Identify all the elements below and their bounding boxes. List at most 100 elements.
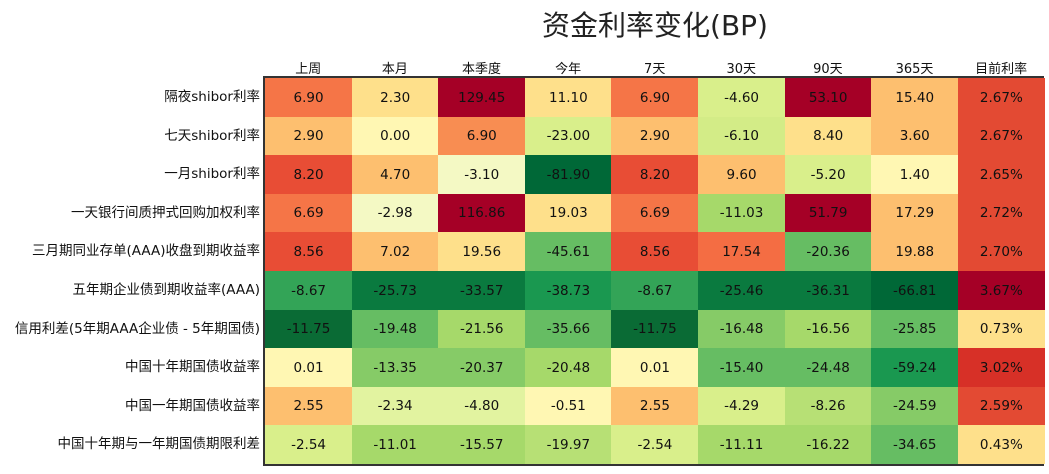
heatmap-cell: -35.66 (524, 309, 612, 349)
heatmap-cell: -19.97 (524, 425, 612, 465)
heatmap-cell: -16.48 (698, 309, 786, 349)
heatmap-cell: 8.40 (784, 116, 872, 156)
heatmap-cell: -2.34 (351, 386, 439, 426)
heatmap-cell: -8.26 (784, 386, 872, 426)
heatmap-cell: 8.20 (611, 155, 699, 195)
heatmap-cell: -81.90 (524, 155, 612, 195)
heatmap-cell: -11.01 (351, 425, 439, 465)
heatmap-cell: 17.54 (698, 232, 786, 272)
row-label: 信用利差(5年期AAA企业债 - 5年期国债) (14, 320, 260, 337)
heatmap-cell: -11.75 (611, 309, 699, 349)
heatmap-cell: 8.20 (265, 155, 353, 195)
heatmap-cell: -16.22 (784, 425, 872, 465)
heatmap-cell: 3.60 (871, 116, 959, 156)
row-label: 隔夜shibor利率 (164, 89, 260, 105)
heatmap-cell: -25.73 (351, 271, 439, 311)
heatmap-cell: -4.60 (698, 78, 786, 118)
heatmap-cell: 4.70 (351, 155, 439, 195)
heatmap-cell: -59.24 (871, 348, 959, 388)
column-header: 本季度 (461, 62, 501, 77)
heatmap-cell: 9.60 (698, 155, 786, 195)
heatmap-cell: -11.75 (265, 309, 353, 349)
heatmap-cell: -20.37 (438, 348, 526, 388)
heatmap-cell: 19.88 (871, 232, 959, 272)
chart-title: 资金利率变化(BP) (542, 9, 768, 42)
heatmap-cell: -2.98 (351, 193, 439, 233)
heatmap-cell: 2.59% (957, 386, 1045, 426)
heatmap-cell: -38.73 (524, 271, 612, 311)
heatmap-cell: -15.57 (438, 425, 526, 465)
heatmap-cell: 3.67% (957, 271, 1045, 311)
heatmap-cell: 8.56 (265, 232, 353, 272)
heatmap-cell: 0.43% (957, 425, 1045, 465)
row-label: 中国十年期国债收益率 (125, 359, 260, 376)
heatmap-cell: -21.56 (438, 309, 526, 349)
heatmap-cell: 51.79 (784, 193, 872, 233)
heatmap-cell: 2.67% (957, 78, 1045, 118)
heatmap-cell: 53.10 (784, 78, 872, 118)
heatmap-cell: -23.00 (524, 116, 612, 156)
row-label: 三月期同业存单(AAA)收盘到期收益率 (32, 243, 260, 260)
heatmap-cell: -8.67 (611, 271, 699, 311)
column-header: 上周 (295, 62, 322, 77)
heatmap-cell: 2.90 (611, 116, 699, 156)
heatmap-cell: 2.65% (957, 155, 1045, 195)
row-label: 七天shibor利率 (164, 127, 260, 144)
heatmap-cell: 19.03 (524, 193, 612, 233)
heatmap-cell: 1.40 (871, 155, 959, 195)
heatmap-cell: 11.10 (524, 78, 612, 118)
column-header: 7天 (644, 62, 666, 77)
heatmap-cell: 15.40 (871, 78, 959, 118)
heatmap-cell: 17.29 (871, 193, 959, 233)
heatmap-cell: 19.56 (438, 232, 526, 272)
heatmap-cell: 7.02 (351, 232, 439, 272)
row-label: 中国十年期与一年期国债期限利差 (57, 436, 261, 453)
heatmap-cell: -5.20 (784, 155, 872, 195)
heatmap-cell: -4.29 (698, 386, 786, 426)
heatmap-cell: 0.73% (957, 309, 1045, 349)
heatmap-cell: 0.01 (611, 348, 699, 388)
heatmap-grid: 6.90 2.30 129.45 11.10 6.90 -4.60 53.10 15.40 2.… (263, 76, 1045, 466)
heatmap-cell: -0.51 (524, 386, 612, 426)
heatmap-cell: -19.48 (351, 309, 439, 349)
column-header: 目前利率 (975, 62, 1028, 77)
heatmap-cell: 0.01 (265, 348, 353, 388)
heatmap-cell: 3.02% (957, 348, 1045, 388)
heatmap-cell: -33.57 (438, 271, 526, 311)
heatmap-cell: -15.40 (698, 348, 786, 388)
heatmap-cell: -13.35 (351, 348, 439, 388)
heatmap-cell: -16.56 (784, 309, 872, 349)
heatmap-cell: -4.80 (438, 386, 526, 426)
row-label: 中国一年期国债收益率 (125, 397, 260, 414)
column-header: 365天 (895, 62, 934, 77)
column-header: 今年 (555, 62, 582, 77)
heatmap-cell: -6.10 (698, 116, 786, 156)
heatmap-cell: -34.65 (871, 425, 959, 465)
row-label: 一天银行间质押式回购加权利率 (71, 204, 260, 221)
heatmap-cell: 0.00 (351, 116, 439, 156)
heatmap-cell: -2.54 (265, 425, 353, 465)
column-header: 本月 (381, 62, 408, 77)
heatmap-cell: 2.55 (611, 386, 699, 426)
heatmap-cell: -8.67 (265, 271, 353, 311)
heatmap-cell: -20.36 (784, 232, 872, 272)
heatmap-cell: 6.90 (265, 78, 353, 118)
heatmap-cell: -11.11 (698, 425, 786, 465)
column-header: 90天 (813, 62, 843, 77)
row-label: 一月shibor利率 (164, 166, 260, 183)
heatmap-cell: -25.85 (871, 309, 959, 349)
heatmap-cell: 2.67% (957, 116, 1045, 156)
heatmap-cell: -20.48 (524, 348, 612, 388)
heatmap-cell: 2.70% (957, 232, 1045, 272)
heatmap-cell: -66.81 (871, 271, 959, 311)
heatmap-cell: -24.48 (784, 348, 872, 388)
heatmap-cell: -25.46 (698, 271, 786, 311)
heatmap-cell: 8.56 (611, 232, 699, 272)
heatmap-cell: -2.54 (611, 425, 699, 465)
heatmap-cell: -36.31 (784, 271, 872, 311)
row-label: 五年期企业债到期收益率(AAA) (72, 282, 261, 298)
heatmap-cell: 6.90 (438, 116, 526, 156)
heatmap-cell: 6.69 (611, 193, 699, 233)
heatmap-cell: 2.55 (265, 386, 353, 426)
heatmap-cell: -45.61 (524, 232, 612, 272)
